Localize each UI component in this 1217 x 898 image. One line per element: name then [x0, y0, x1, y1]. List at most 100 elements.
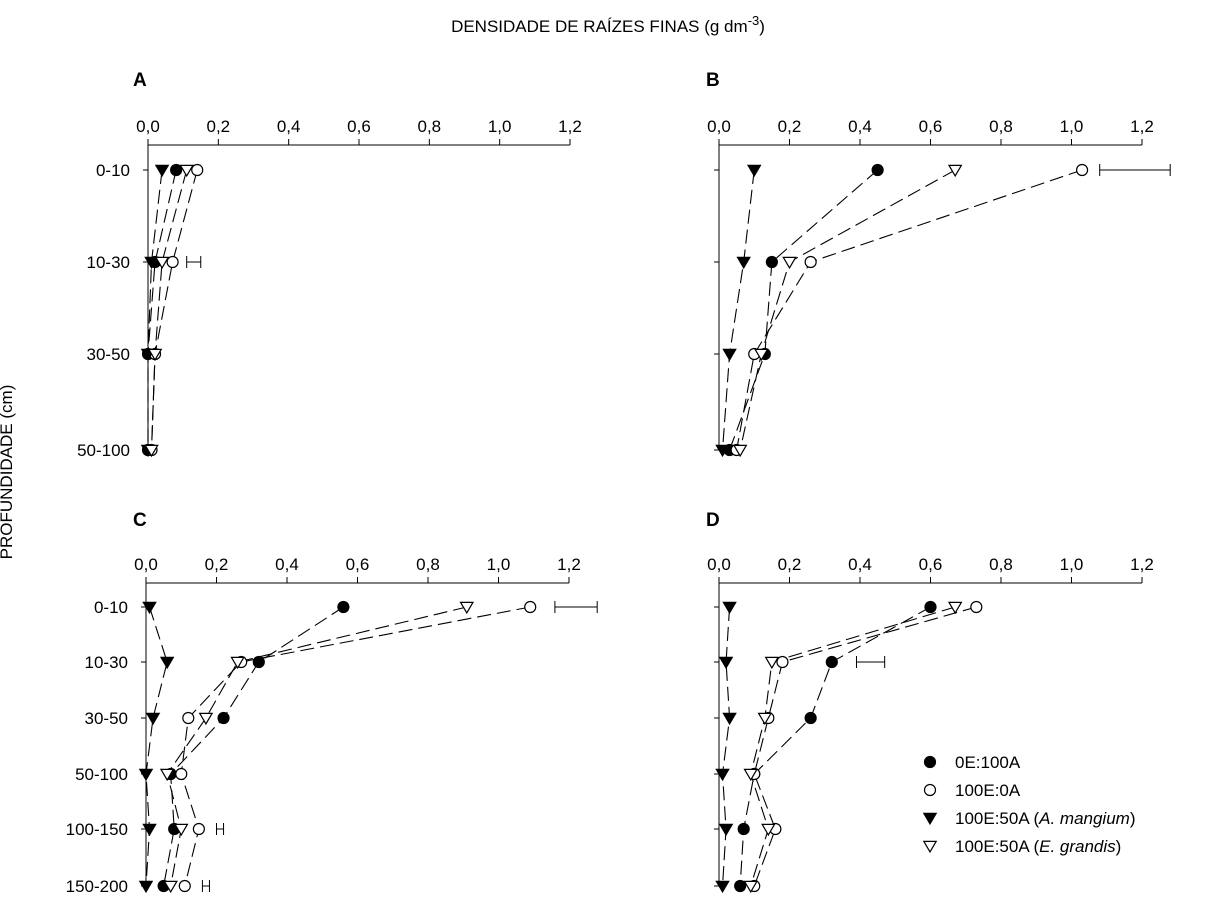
panel-letter: D — [706, 510, 720, 531]
series-line-1 — [753, 606, 977, 887]
x-tick-label: 0,2 — [207, 117, 231, 136]
panel-letter: C — [133, 510, 147, 531]
legend-item: 100E:50A (A. mangium) — [922, 809, 1136, 828]
x-tick-label: 1,2 — [557, 555, 581, 574]
panel-d: D 0,0 0,2 0,4 0,6 0,8 1,0 1,2 — [706, 510, 1154, 894]
legend-label: 0E:100A — [955, 753, 1021, 772]
x-tick-label: 0,0 — [707, 555, 731, 574]
legend-label: 100E:50A (E. grandis) — [955, 837, 1121, 856]
data-point-series-2 — [142, 823, 157, 837]
data-point-series-0 — [170, 163, 183, 177]
y-tick-label: 50-100 — [77, 441, 130, 460]
data-point-series-2 — [138, 880, 154, 894]
data-point-series-0 — [765, 255, 778, 269]
series-line-1 — [150, 169, 198, 451]
data-point-series-3 — [757, 712, 773, 726]
y-tick-label: 10-30 — [85, 653, 128, 672]
x-tick-label: 1,0 — [1060, 555, 1084, 574]
data-point-series-3 — [174, 823, 189, 837]
legend-marker — [923, 783, 937, 797]
error-bar — [201, 880, 210, 892]
error-bar — [1099, 164, 1171, 176]
data-point-series-0 — [337, 600, 350, 614]
data-point-series-1 — [970, 600, 983, 614]
series-line-3 — [750, 606, 956, 887]
data-point-series-3 — [159, 768, 175, 782]
x-tick-label: 0,8 — [418, 117, 442, 136]
series-line-0 — [739, 606, 931, 887]
error-bar — [186, 256, 202, 268]
data-point-series-3 — [154, 256, 170, 270]
data-point-series-3 — [947, 164, 963, 178]
data-point-series-1 — [191, 163, 204, 177]
x-tick-label: 0,4 — [848, 117, 872, 136]
series-line-2 — [147, 169, 163, 450]
data-point-series-3 — [782, 256, 797, 270]
data-point-series-0 — [737, 822, 750, 836]
y-tick-label: 30-50 — [87, 345, 130, 364]
data-point-series-3 — [230, 656, 245, 670]
data-point-series-3 — [147, 348, 163, 362]
panel-letter: A — [133, 70, 147, 91]
y-tick-label: 0-10 — [94, 598, 128, 617]
data-point-series-2 — [715, 768, 730, 782]
data-point-series-0 — [804, 711, 817, 725]
x-tick-label: 0,4 — [848, 555, 872, 574]
series-line-0 — [729, 169, 878, 451]
data-point-series-1 — [175, 767, 188, 781]
data-point-series-2 — [715, 444, 730, 458]
x-tick-label: 0,4 — [275, 555, 299, 574]
error-bar — [554, 601, 598, 613]
data-point-series-2 — [747, 164, 762, 178]
x-tick-label: 1,0 — [488, 117, 512, 136]
data-point-series-1 — [192, 822, 205, 836]
y-tick-label: 30-50 — [85, 709, 128, 728]
x-tick-label: 0,8 — [989, 117, 1013, 136]
data-point-series-3 — [761, 823, 776, 837]
x-tick-label: 0,2 — [778, 117, 802, 136]
data-point-series-2 — [154, 164, 170, 178]
data-point-series-0 — [734, 879, 747, 893]
data-point-series-1 — [804, 255, 817, 269]
x-tick-label: 0,6 — [919, 555, 943, 574]
x-tick-label: 1,0 — [1060, 117, 1084, 136]
x-tick-label: 1,2 — [1130, 117, 1154, 136]
legend-marker — [922, 812, 938, 826]
x-tick-label: 0,6 — [347, 117, 371, 136]
data-point-series-2 — [718, 823, 734, 837]
data-point-series-2 — [722, 348, 737, 362]
y-tick-label: 100-150 — [66, 820, 128, 839]
panels: A 0,0 0,2 0,4 0,6 0,8 1,0 1,2 0-10 10-30 30-50 50-1… — [66, 70, 1171, 896]
y-tick-label: 50-100 — [75, 765, 128, 784]
data-point-series-3 — [754, 348, 769, 362]
data-point-series-2 — [722, 712, 737, 726]
figure-title: DENSIDADE DE RAÍZES FINAS (g dm-3) — [451, 13, 765, 36]
data-point-series-3 — [144, 444, 159, 458]
series-line-3 — [166, 606, 467, 887]
series-line-3 — [739, 169, 956, 451]
data-point-series-3 — [743, 768, 758, 782]
data-point-series-2 — [145, 712, 161, 726]
data-point-series-2 — [715, 880, 730, 894]
data-point-series-2 — [144, 256, 159, 270]
series-line-0 — [163, 606, 344, 887]
x-tick-label: 0,6 — [919, 117, 943, 136]
legend-item: 0E:100A — [923, 753, 1021, 772]
data-point-series-0 — [217, 711, 230, 725]
data-point-series-2 — [736, 256, 751, 270]
error-bar — [216, 823, 225, 835]
x-tick-label: 1,0 — [487, 555, 511, 574]
series-line-0 — [147, 169, 177, 450]
data-point-series-3 — [743, 880, 758, 894]
data-point-series-1 — [524, 600, 537, 614]
series-line-2 — [145, 606, 168, 887]
series-line-2 — [721, 169, 755, 451]
data-point-series-1 — [182, 711, 195, 725]
legend-item: 100E:50A (E. grandis) — [922, 837, 1121, 856]
data-point-series-3 — [163, 880, 178, 894]
data-point-series-2 — [722, 601, 737, 615]
legend-item: 100E:0A — [923, 781, 1021, 800]
x-tick-label: 0,0 — [134, 555, 158, 574]
x-tick-label: 0,0 — [136, 117, 160, 136]
